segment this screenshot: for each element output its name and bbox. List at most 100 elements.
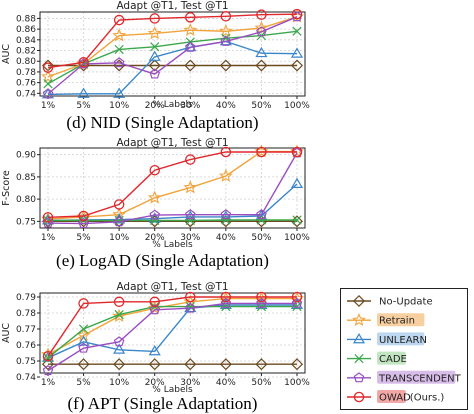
data-point [148,50,161,61]
x-tick-label: 10% [109,101,129,111]
data-point [113,343,126,354]
data-point [78,324,89,334]
legend-canvas: No-Update Retrain UNLEARN CADE TRANSCENDENT O… [347,294,462,404]
data-point [113,14,125,26]
data-point [218,24,233,38]
data-point [112,28,127,42]
data-point [220,209,232,220]
data-point [220,35,232,46]
chart-panel-apt: 0.74 0.75 0.76 0.77 0.78 0.79 1% 5% 10% 20% 30% 40%… [1,281,310,413]
y-tick-label: 0.75 [16,217,36,227]
data-point [113,296,125,308]
chart-title: Adapt @T1, Test @T1 [116,137,228,149]
legend: No-Update Retrain UNLEARN CADE TRANSCENDENT O… [340,288,468,410]
legend-item-unlearn: UNLEARN [347,332,427,346]
x-tick-label: 1% [41,378,56,388]
data-point [256,297,267,308]
y-tick-label: 0.74 [16,373,36,383]
legend-label: UNLEARN [379,335,427,346]
data-point [256,291,267,303]
y-tick-label: 0.85 [16,173,36,183]
data-point [254,20,269,34]
data-point [291,146,303,158]
y-tick-label: 0.76 [16,341,36,351]
series-line [47,304,297,359]
x-tick-label: 10% [109,233,129,243]
y-tick-label: 0.86 [16,25,36,35]
series-line [47,151,297,219]
y-tick-label: 0.76 [16,79,36,89]
data-point [149,68,160,79]
y-tick-label: 0.78 [16,309,36,319]
legend-label-highlight [377,332,425,346]
x-tick-label: 40% [216,233,236,243]
data-point [255,59,268,72]
y-tick-label: 0.74 [16,89,36,99]
data-point [185,154,196,165]
data-point [148,358,161,371]
y-tick-label: 0.84 [16,36,36,46]
series-owad [42,291,303,362]
data-point [256,209,267,220]
data-point [219,358,232,371]
series-transcendent [42,147,303,229]
series-owad [42,8,303,73]
x-tick-label: 100% [284,378,310,388]
data-point [77,87,90,98]
x-tick-label: 20% [145,378,165,388]
data-point [148,345,161,356]
data-point [42,365,54,376]
x-tick-label: 1% [41,233,56,243]
series-line [47,30,298,85]
data-point [183,22,198,37]
series-cade [43,301,302,363]
legend-marker [354,353,364,364]
series-line [47,297,297,356]
x-axis-label: % Labels [152,100,193,110]
data-point [150,42,160,52]
panel-caption: (f) APT (Single Adaptation) [68,394,258,413]
data-point [78,57,89,68]
data-point [220,146,232,158]
data-point [148,59,161,72]
data-point [291,291,303,303]
data-point [78,298,89,309]
data-point [292,215,302,225]
series-line [47,150,297,220]
y-tick-label: 0.77 [16,325,36,335]
data-point [185,12,196,23]
data-point [256,9,267,20]
x-tick-label: 100% [284,101,310,111]
legend-label: No-Update [379,297,433,308]
y-tick-label: 0.80 [16,57,36,67]
legend-item-no-update: No-Update [347,294,433,308]
series-no-update [41,358,304,371]
legend-label: Retrain [379,316,415,327]
series-line [47,16,298,78]
y-tick-label: 0.78 [16,68,36,78]
data-point [184,358,197,371]
data-point [185,41,196,52]
data-point [147,190,162,204]
data-point [255,358,268,371]
legend-marker [353,391,365,403]
data-point [42,212,54,223]
data-point [78,58,89,69]
data-point [219,59,232,72]
data-point [184,59,197,72]
data-point [290,177,304,188]
x-tick-label: 1% [41,101,56,111]
chart-panel-nid: 0.740.760.780.800.820.840.860.88 1% 5% 10% 2… [1,0,310,132]
panel-caption: (d) NID (Single Adaptation) [66,113,258,132]
plot-frame [39,292,306,374]
data-point [218,168,233,182]
data-point [256,146,267,158]
data-point [113,358,126,371]
x-axis-label: % Labels [152,385,193,395]
data-point [113,336,125,347]
data-point [147,26,162,40]
data-point [291,8,303,20]
series-owad [42,146,303,223]
data-point [185,209,196,220]
legend-label: OWAD [379,393,411,404]
